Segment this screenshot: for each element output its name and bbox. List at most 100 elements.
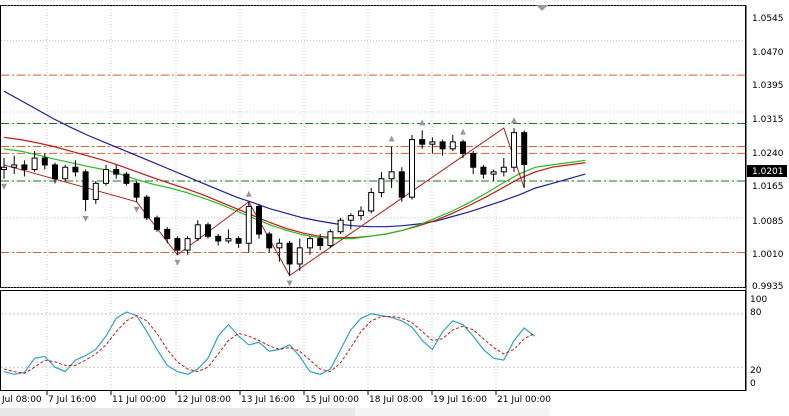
candle[interactable] [266,231,273,253]
candle[interactable] [123,171,130,186]
candle[interactable] [52,162,58,184]
candle[interactable] [296,238,303,271]
time-axis: Jul 08:00 7 Jul 16:00 11 Jul 00:00 12 Ju… [1,391,551,405]
candle-body-bear [419,139,426,145]
zigzag-indicator [3,127,525,277]
current-price-tag [747,165,787,177]
candle[interactable] [317,234,324,251]
ma-slow-line [3,90,586,228]
candle[interactable] [521,130,528,188]
candle-body-bull [347,215,354,221]
price-label: 1.0010 [752,250,784,260]
current-price-label: 1.0201 [752,167,784,177]
candle[interactable] [194,220,201,241]
candle-body-bull [409,139,415,198]
candle-body-bear [398,171,405,198]
stoch-label: 100 [750,295,767,305]
chart-scroll-left[interactable] [0,408,355,416]
candle[interactable] [1,158,7,179]
candle-body-bull [490,171,497,175]
candle[interactable] [62,164,69,182]
candle[interactable] [41,153,48,170]
candle-body-bear [215,235,222,242]
candle[interactable] [429,137,436,154]
stoch-label: 20 [750,366,762,376]
candle[interactable] [113,164,120,179]
candle[interactable] [245,201,252,253]
candle[interactable] [276,238,283,262]
candle-body-bear [480,166,487,175]
candle[interactable] [205,222,211,239]
candle[interactable] [398,167,405,202]
candle[interactable] [409,134,415,200]
candle[interactable] [154,215,160,232]
stoch-label: 80 [750,308,762,318]
stoch-main-line [3,311,535,375]
candle[interactable] [184,236,191,255]
candle-body-bear [256,205,262,235]
moving-averages [3,90,586,240]
candle[interactable] [174,236,181,255]
candle[interactable] [439,139,446,156]
candle[interactable] [388,146,395,188]
candle[interactable] [460,139,466,159]
candle-body-bull [388,171,395,180]
candle[interactable] [164,227,171,244]
chart-shift-marker-icon[interactable] [536,5,548,11]
candle[interactable] [368,187,375,214]
candle-body-bear [164,228,171,240]
price-label: 1.0545 [752,14,784,24]
time-label: 13 Jul 16:00 [241,395,295,405]
candle[interactable] [358,206,364,221]
candle[interactable] [470,151,477,175]
candle[interactable] [449,134,456,152]
zigzag-line [3,127,525,277]
candle[interactable] [327,229,334,248]
candle[interactable] [225,229,232,244]
candle[interactable] [72,160,79,177]
candle[interactable] [347,213,354,230]
candle-body-bull [194,224,201,240]
candle[interactable] [82,169,89,211]
candle[interactable] [307,236,313,255]
candle-body-bear [470,152,477,168]
candle[interactable] [500,158,507,177]
candle-body-bull [449,141,456,150]
candles[interactable] [1,128,528,276]
candle[interactable] [480,164,487,179]
candle[interactable] [337,217,344,235]
candle[interactable] [21,160,28,177]
price-label: 1.0085 [752,217,784,227]
candle[interactable] [11,155,18,175]
candle[interactable] [143,194,150,221]
candle[interactable] [419,130,426,149]
candle[interactable] [103,164,109,186]
candle[interactable] [31,151,38,172]
stoch-pane-frame [0,290,746,391]
candle[interactable] [286,240,293,276]
candle[interactable] [133,181,140,202]
candle[interactable] [256,204,262,239]
candle-body-bull [296,247,303,265]
chart-scroll-right[interactable] [355,408,550,416]
stoch-label: 0 [750,379,756,389]
candle[interactable] [490,169,497,182]
candle-body-bear [235,238,242,244]
fractal-up-icon [388,135,395,142]
candle-body-bull [327,231,334,247]
price-label: 1.0315 [752,115,784,125]
candle-body-bear [52,164,58,180]
stochastic-oscillator [3,311,535,375]
candle[interactable] [235,236,242,248]
fractal-down-icon [174,259,181,266]
candle[interactable] [511,128,517,172]
time-label: Jul 08:00 [1,395,42,405]
candle[interactable] [215,234,222,246]
candle-body-bull [378,178,385,194]
price-label: 1.0165 [752,182,784,192]
candle[interactable] [378,171,385,198]
candle[interactable] [92,181,99,205]
candle-body-bull [31,157,38,171]
